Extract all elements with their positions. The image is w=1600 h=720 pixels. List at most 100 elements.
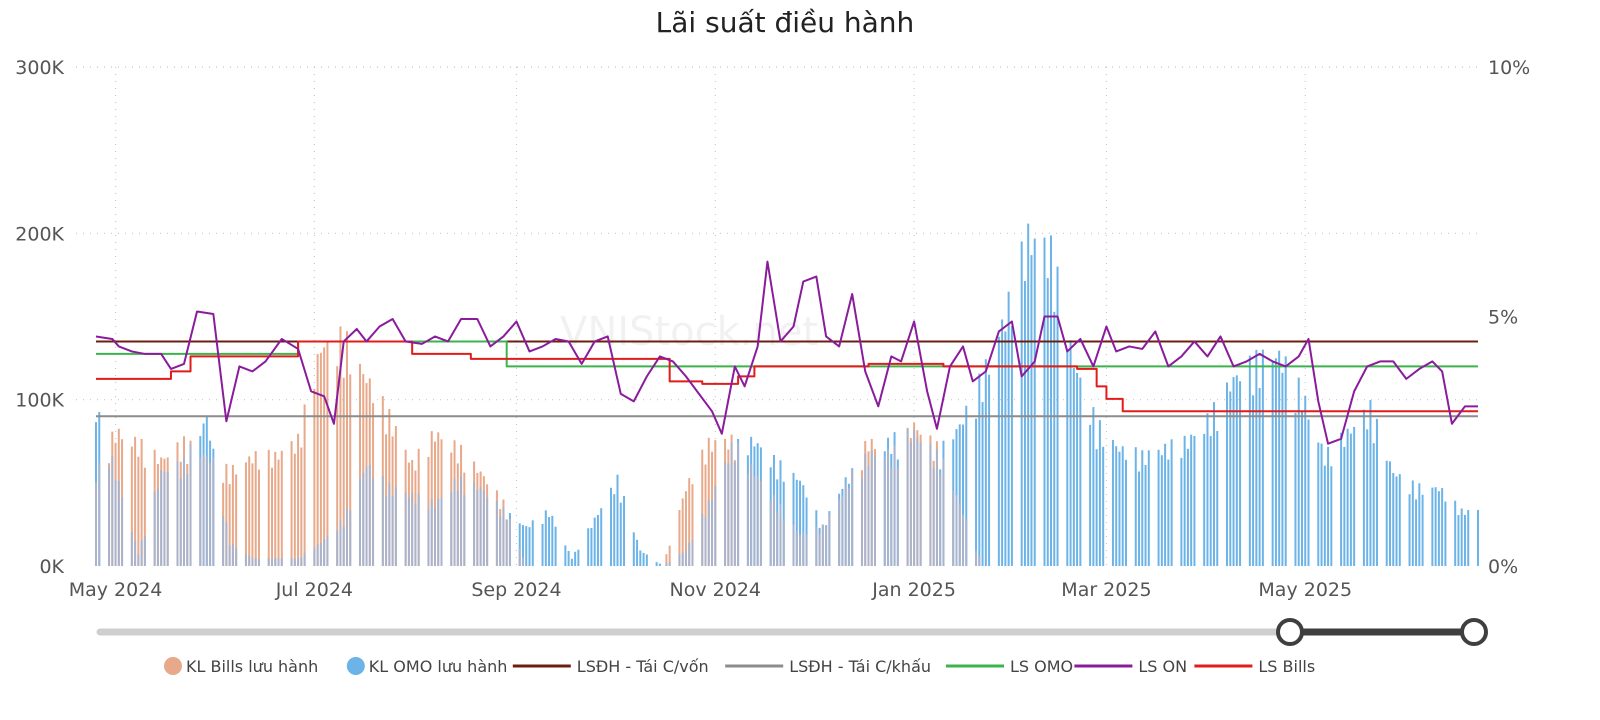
omo-bar <box>1050 235 1053 566</box>
omo-bar <box>1124 459 1127 566</box>
omo-bar <box>1454 500 1457 566</box>
overlap-bar <box>962 514 965 566</box>
y-right-tick-label: 5% <box>1488 307 1518 329</box>
omo-bar <box>1076 372 1079 566</box>
omo-bar <box>1323 465 1326 566</box>
y-left-tick-label: 200K <box>15 223 64 245</box>
overlap-bar <box>701 513 704 566</box>
overlap-bar <box>280 558 283 566</box>
overlap-bar <box>505 520 508 566</box>
overlap-bar <box>231 543 234 566</box>
omo-bar <box>1053 311 1056 566</box>
omo-bar <box>1030 255 1033 567</box>
overlap-bar <box>844 485 847 566</box>
bills-bar <box>681 498 684 566</box>
omo-bar <box>792 472 795 566</box>
x-tick-label: May 2024 <box>69 579 163 601</box>
line-ls-bills <box>96 340 1478 413</box>
slider-end-handle[interactable] <box>1460 618 1488 646</box>
omo-bar <box>1001 319 1004 566</box>
overlap-bar <box>385 496 388 566</box>
overlap-bar <box>737 442 740 566</box>
overlap-bar <box>437 498 440 566</box>
omo-bar <box>1255 349 1258 566</box>
overlap-bar <box>704 517 707 566</box>
bills-bar <box>691 484 694 566</box>
omo-bar <box>567 550 570 566</box>
overlap-bar <box>362 472 365 566</box>
overlap-bar <box>319 543 322 566</box>
overlap-bar <box>411 492 414 566</box>
omo-bar <box>1463 514 1466 566</box>
chart-title: Lãi suất điều hành <box>656 6 915 39</box>
omo-bar <box>1027 223 1030 566</box>
omo-bar <box>1098 420 1101 566</box>
bills-bar <box>339 326 342 566</box>
overlap-bar <box>339 519 342 566</box>
bills-bar <box>303 404 306 566</box>
omo-bar <box>1349 433 1352 566</box>
omo-bar <box>1167 459 1170 566</box>
overlap-bar <box>502 507 505 566</box>
overlap-bar <box>753 476 756 566</box>
overlap-bar <box>730 442 733 566</box>
overlap-bar <box>825 526 828 566</box>
overlap-bar <box>143 536 146 566</box>
y-axis-right: 0% 5% 10% <box>1488 57 1530 578</box>
omo-bar <box>658 563 661 566</box>
overlap-bar <box>815 526 818 566</box>
omo-bar <box>1203 433 1206 566</box>
bills-bar <box>228 484 231 566</box>
omo-bar <box>1046 278 1049 566</box>
overlap-bar <box>821 524 824 566</box>
overlap-bar <box>955 495 958 566</box>
overlap-bar <box>254 557 257 566</box>
omo-bar <box>593 517 596 566</box>
x-tick-label: Jul 2024 <box>275 579 353 601</box>
bills-bar <box>359 363 362 566</box>
legend-label: KL Bills lưu hành <box>186 657 318 676</box>
omo-bar <box>1372 443 1375 566</box>
overlap-bar <box>313 548 316 566</box>
overlap-bar <box>277 558 280 566</box>
overlap-bar <box>209 463 212 566</box>
legend-item: LS ON <box>1074 657 1187 676</box>
overlap-bar <box>417 493 420 566</box>
overlap-bar <box>156 488 159 566</box>
overlap-bar <box>153 491 156 566</box>
date-range-slider[interactable] <box>96 618 1488 646</box>
bills-bar <box>684 491 687 566</box>
bills-bar <box>267 449 270 566</box>
omo-bar <box>1343 446 1346 566</box>
overlap-bar <box>463 495 466 566</box>
overlap-bar <box>828 513 831 566</box>
overlap-bar <box>782 519 785 566</box>
omo-bar <box>564 545 567 566</box>
omo-bar <box>1408 494 1411 566</box>
y-left-tick-label: 300K <box>15 57 64 79</box>
overlap-bar <box>678 554 681 566</box>
legend-item: LSĐH - Tái C/vốn <box>512 657 709 676</box>
watermark-text: VNIStock.net <box>560 309 818 355</box>
bills-bar <box>274 451 277 566</box>
omo-bar <box>1010 326 1013 566</box>
legend-label: LSĐH - Tái C/khấu <box>789 657 931 676</box>
omo-bar <box>596 515 599 566</box>
overlap-bar <box>916 437 919 566</box>
omo-bar <box>805 497 808 566</box>
omo-bar <box>1457 515 1460 566</box>
legend-item: KL Bills lưu hành <box>164 657 318 676</box>
overlap-bar <box>847 487 850 566</box>
line-ls-on <box>95 260 1478 445</box>
omo-bar <box>1261 349 1264 566</box>
overlap-bar <box>257 559 260 566</box>
bills-bar <box>336 366 339 566</box>
overlap-bar <box>887 449 890 566</box>
legend-dot-icon <box>346 657 365 675</box>
x-axis: May 2024 Jul 2024 Sep 2024 Nov 2024 Jan 2025… <box>69 579 1352 601</box>
overlap-bar <box>482 490 485 566</box>
bills-bar <box>231 464 234 566</box>
slider-start-handle[interactable] <box>1276 618 1304 646</box>
legend-item: LSĐH - Tái C/khấu <box>725 657 931 676</box>
overlap-bar <box>890 467 893 566</box>
